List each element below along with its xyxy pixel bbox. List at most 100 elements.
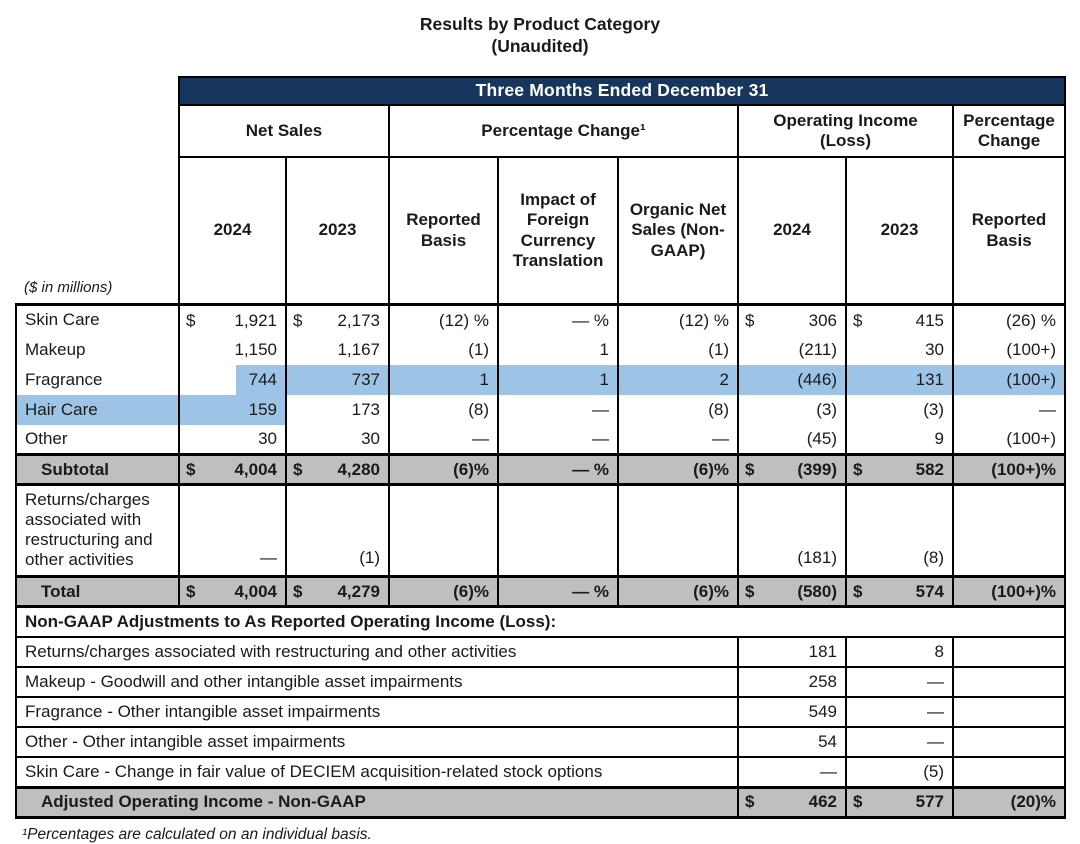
value-cell: (6)% — [617, 453, 738, 487]
value-cell: $4,280 — [285, 453, 389, 487]
dollar-sign: $ — [745, 581, 755, 601]
value-cell: 30 — [178, 424, 286, 455]
value-cell — [951, 697, 1067, 729]
value-cell: — — [497, 394, 618, 425]
dollar-sign: $ — [745, 792, 755, 812]
row-label: Subtotal — [15, 453, 179, 487]
value-cell: (6)% — [617, 575, 738, 609]
column-header-label: Reported Basis — [406, 210, 481, 250]
column-header: Impact of Foreign Currency Translation — [497, 156, 618, 307]
value-cell — [497, 484, 618, 577]
value-cell: (8) — [617, 394, 738, 425]
value-cell: (12) % — [617, 304, 738, 335]
column-header: 2024 — [178, 156, 286, 307]
value-cell: 549 — [737, 697, 846, 729]
value-cell: (8) — [388, 394, 498, 425]
value-cell: 131 — [845, 364, 953, 395]
value-cell: 54 — [737, 727, 846, 759]
value-cell: $415 — [845, 304, 953, 335]
money-cell: $462 — [743, 792, 837, 812]
table-body: Skin Care $1,921 $2,173 (12) % — % (12) % $306… — [14, 304, 1067, 819]
value-cell — [951, 667, 1067, 699]
value-cell: $2,173 — [285, 304, 389, 335]
dollar-sign: $ — [293, 459, 303, 479]
cell-value: (399) — [797, 459, 837, 479]
adjustment-label: Returns/charges associated with restruct… — [15, 637, 738, 669]
adjustment-label: Other - Other intangible asset impairmen… — [15, 727, 738, 759]
page-title: Results by Product Category (Unaudited) — [15, 14, 1065, 58]
value-cell — [951, 637, 1067, 669]
value-cell: — — [178, 484, 286, 577]
value-cell: (1) — [285, 484, 389, 577]
dollar-sign: $ — [853, 792, 863, 812]
column-header-label: 2023 — [318, 220, 357, 240]
value-cell: — — [845, 727, 953, 759]
value-cell: 8 — [845, 637, 953, 669]
cell-value: 415 — [915, 310, 944, 330]
group-header-row: Net Sales Percentage Change¹ Operating Inc… — [16, 104, 1067, 158]
value-cell — [951, 727, 1067, 759]
cell-value: 4,279 — [337, 581, 380, 601]
value-cell — [951, 484, 1067, 577]
money-cell: $574 — [851, 582, 944, 602]
cell-value: (580) — [797, 581, 837, 601]
value-cell: (26) % — [951, 304, 1067, 335]
group-header-label: Operating Income (Loss) — [773, 110, 918, 150]
header-spacer — [16, 76, 179, 105]
group-header-label: Percentage Change¹ — [481, 120, 646, 140]
row-label: Returns/charges associated with restruct… — [15, 484, 179, 577]
title-line-1: Results by Product Category — [419, 14, 661, 34]
money-cell: $2,173 — [291, 311, 380, 331]
money-cell: $ (580) — [743, 582, 837, 602]
value-cell: $1,921 — [178, 304, 286, 335]
value-cell — [617, 484, 738, 577]
adjustments-header: Non-GAAP Adjustments to As Reported Oper… — [14, 606, 1067, 639]
column-header-row: ($ in millions) 2024 2023 Reported Basis Im… — [16, 156, 1067, 307]
title-line-2: (Unaudited) — [491, 35, 589, 56]
value-cell: 1,167 — [285, 334, 389, 365]
column-header-label: 2024 — [213, 220, 252, 240]
value-cell: 9 — [845, 424, 953, 455]
adjustment-row: Fragrance - Other intangible asset impai… — [15, 697, 1067, 729]
value-cell: 744 — [178, 364, 286, 395]
column-header: Reported Basis — [951, 156, 1067, 307]
value-cell: (3) — [845, 394, 953, 425]
dollar-sign: $ — [853, 310, 863, 330]
value-cell: (3) — [737, 394, 846, 425]
header-spacer — [16, 104, 179, 157]
value-cell: $462 — [737, 785, 846, 819]
row-label: Skin Care — [15, 304, 179, 335]
dollar-sign: $ — [293, 310, 303, 330]
value-cell: (100+) — [951, 334, 1067, 365]
cell-value: 306 — [808, 310, 837, 330]
cell-value: 4,280 — [337, 459, 380, 479]
money-cell: $415 — [851, 311, 944, 331]
table-row: Returns/charges associated with restruct… — [15, 484, 1067, 577]
money-cell: $ (399) — [743, 460, 837, 480]
table-row: Other 30 30— — — (45) 9 (100+) — [15, 424, 1067, 455]
cell-value: 577 — [915, 792, 944, 812]
value-cell: — — [617, 424, 738, 455]
value-cell: 1 — [388, 364, 498, 395]
adjustment-label: Makeup - Goodwill and other intangible a… — [15, 667, 738, 699]
value-cell: 30 — [285, 424, 389, 455]
cell-value: 1,921 — [234, 310, 277, 330]
adjustment-row: Skin Care - Change in fair value of DECI… — [15, 757, 1067, 789]
column-header: 2023 — [845, 156, 953, 307]
value-cell: (45) — [737, 424, 846, 455]
money-cell: $4,280 — [291, 460, 380, 480]
units-note: ($ in millions) — [16, 156, 179, 307]
value-cell: (211) — [737, 334, 846, 365]
value-cell: (6)% — [388, 453, 498, 487]
money-cell: $4,279 — [291, 582, 380, 602]
value-cell: 1,150 — [178, 334, 286, 365]
value-cell: (100+) — [951, 364, 1067, 395]
adjustment-label: Fragrance - Other intangible asset impai… — [15, 697, 738, 729]
dollar-sign: $ — [186, 310, 196, 330]
group-header: Net Sales — [178, 104, 389, 158]
dollar-sign: $ — [853, 459, 863, 479]
money-cell: $306 — [743, 311, 837, 331]
table-row: Skin Care $1,921 $2,173 (12) % — % (12) % $306… — [15, 304, 1067, 335]
table-row: Hair Care 159 173 (8) — (8) (3) (3) — — [15, 394, 1067, 425]
row-label: Fragrance — [15, 364, 179, 395]
